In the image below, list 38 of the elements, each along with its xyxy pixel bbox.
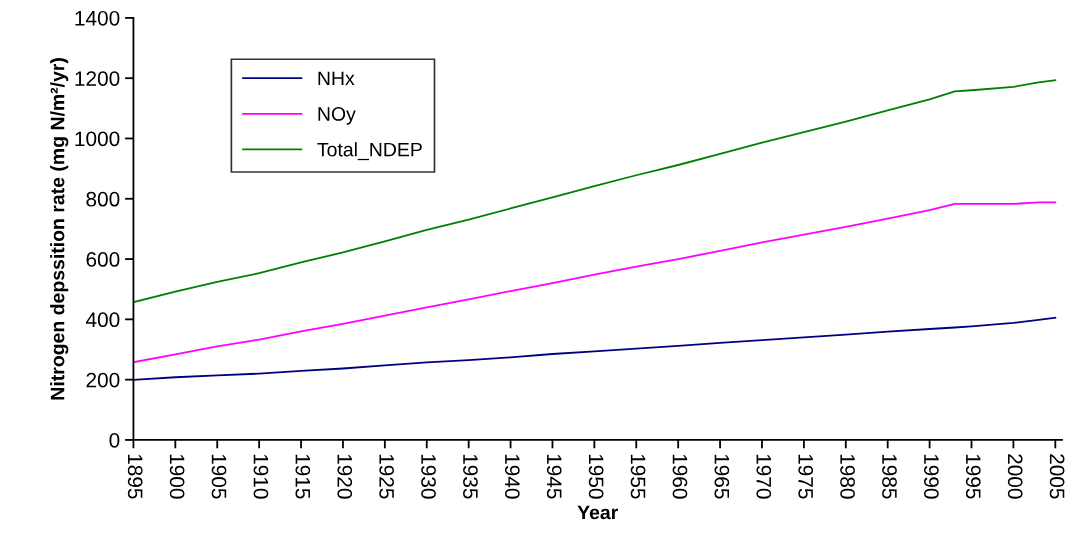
x-axis-title: Year (577, 505, 618, 520)
x-tick-label: 1940 (504, 454, 520, 499)
y-tick-label: 1000 (75, 131, 120, 147)
x-tick-label: 1930 (421, 454, 436, 499)
legend-label: NHx (318, 71, 355, 86)
x-tick-label: 2005 (1049, 454, 1065, 499)
x-tick-label: 1905 (211, 454, 227, 499)
legend-label: Total_NDEP (317, 142, 422, 161)
y-tick-label: 600 (86, 252, 120, 267)
x-tick-label: 1985 (882, 454, 897, 499)
y-tick-label: 400 (85, 312, 120, 328)
x-tick-label: 1975 (798, 454, 814, 499)
x-tick-label: 1995 (965, 454, 981, 499)
x-tick-label: 1965 (714, 454, 730, 499)
y-tick-label: 200 (86, 372, 120, 388)
y-tick-label: 1400 (75, 10, 120, 26)
y-axis-title: Nitrogen depssition rate (mg N/m²/yr) (50, 58, 69, 400)
x-tick-label: 1900 (169, 454, 185, 499)
y-tick-label: 800 (86, 191, 120, 207)
x-tick-label: 1935 (463, 454, 478, 499)
x-tick-label: 1980 (840, 454, 855, 499)
x-tick-label: 1955 (630, 454, 646, 499)
x-tick-label: 2000 (1007, 454, 1023, 499)
x-tick-label: 1945 (546, 454, 562, 499)
x-tick-label: 1915 (295, 454, 311, 499)
x-tick-label: 1895 (127, 454, 143, 499)
line-series (133, 316, 1057, 381)
y-tick-label: 1200 (75, 71, 120, 86)
x-tick-label: 1990 (924, 454, 939, 499)
line-series (133, 201, 1057, 364)
x-tick-label: 1925 (379, 454, 395, 499)
x-tick-label: 1910 (253, 454, 269, 499)
x-tick-label: 1920 (337, 454, 353, 499)
y-tick-label: 0 (109, 432, 120, 448)
x-tick-label: 1970 (756, 454, 772, 499)
legend-label: NOy (318, 107, 356, 125)
x-tick-label: 1950 (588, 454, 604, 499)
x-tick-label: 1960 (672, 454, 688, 499)
